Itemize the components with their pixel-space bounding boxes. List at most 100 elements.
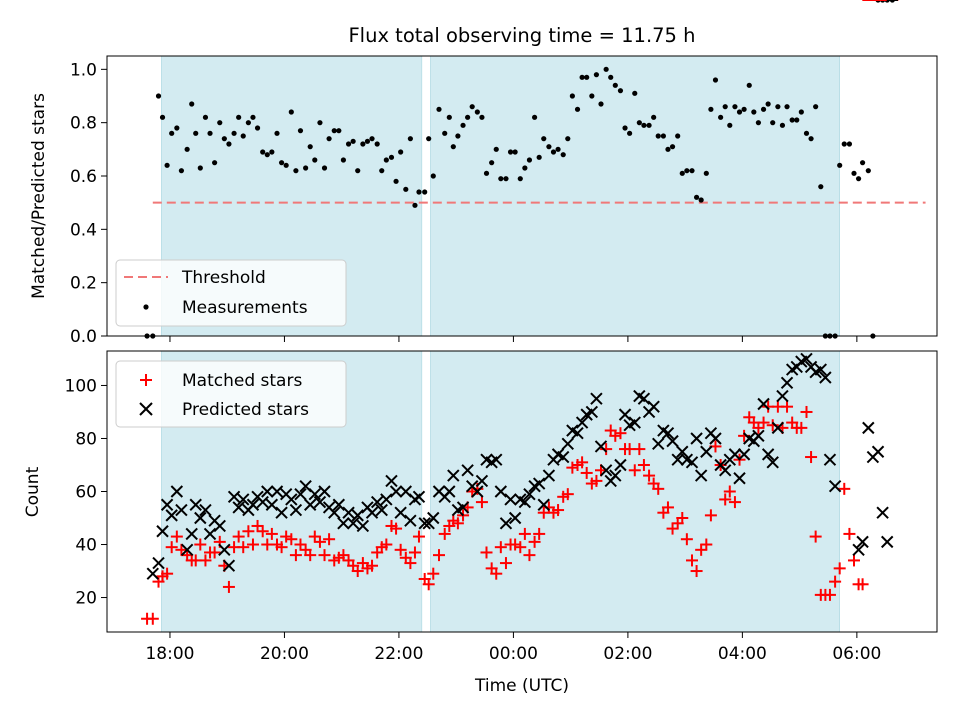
measurement-point xyxy=(336,128,342,134)
matched-star-marker xyxy=(366,559,379,572)
matched-stars-markers xyxy=(141,0,899,625)
predicted-star-marker xyxy=(175,503,188,517)
measurement-point xyxy=(193,130,199,136)
matched-star-marker xyxy=(829,575,842,588)
measurement-point xyxy=(260,149,266,155)
predicted-star-marker xyxy=(180,543,194,557)
measurement-point xyxy=(250,114,256,120)
measurement-point xyxy=(379,168,385,174)
predicted-star-marker xyxy=(676,445,689,458)
matched-star-marker xyxy=(704,509,717,522)
measurement-point xyxy=(422,189,428,195)
predicted-star-marker xyxy=(213,519,226,533)
bottom-x-tick-label: 02:00 xyxy=(603,644,652,664)
predicted-star-marker xyxy=(346,517,360,530)
measurement-point xyxy=(589,93,595,99)
measurement-point xyxy=(189,101,195,107)
predicted-star-marker xyxy=(594,440,608,453)
predicted-legend-marker xyxy=(139,402,153,416)
predicted-star-marker xyxy=(443,485,456,498)
measurement-point xyxy=(712,77,719,83)
predicted-stars-markers xyxy=(146,0,898,580)
matched-star-marker xyxy=(561,488,574,501)
predicted-star-marker xyxy=(490,453,503,466)
measurement-point xyxy=(360,141,366,147)
measurement-point xyxy=(288,109,294,115)
matched-star-marker xyxy=(499,557,512,570)
predicted-star-marker xyxy=(385,474,398,488)
predicted-star-marker xyxy=(690,432,703,445)
measurement-point xyxy=(155,93,162,99)
measurement-point xyxy=(722,104,728,110)
measurement-point xyxy=(627,130,633,136)
measurement-point xyxy=(326,136,332,142)
measurement-point xyxy=(779,122,786,128)
matched-star-marker xyxy=(809,530,822,543)
predicted-star-marker xyxy=(356,519,370,533)
predicted-star-marker xyxy=(332,498,346,511)
predicted-star-marker xyxy=(185,527,198,541)
predicted-star-marker xyxy=(876,506,889,519)
predicted-star-marker xyxy=(194,511,207,525)
predicted-star-marker xyxy=(199,503,212,517)
measurements-legend-label: Measurements xyxy=(182,298,308,318)
matched-star-marker xyxy=(265,527,278,540)
predicted-star-marker xyxy=(561,437,575,450)
predicted-star-marker xyxy=(303,498,317,511)
measurement-point xyxy=(412,202,418,208)
measurement-point xyxy=(274,130,280,136)
predicted-star-marker xyxy=(160,498,174,511)
threshold-legend-label: Threshold xyxy=(181,268,266,288)
measurement-point xyxy=(312,157,318,163)
measurement-point xyxy=(859,160,866,166)
matched-legend-label: Matched stars xyxy=(182,371,302,391)
measurements-legend-marker xyxy=(143,304,149,310)
bottom-legend: Matched stars Predicted stars xyxy=(115,360,347,428)
measurement-point xyxy=(675,133,681,139)
bottom-x-tick-label: 20:00 xyxy=(260,644,309,664)
predicted-star-marker xyxy=(557,450,570,464)
measurement-point xyxy=(736,109,743,115)
measurement-point xyxy=(565,136,571,142)
top-shaded-region xyxy=(430,55,840,337)
matched-star-marker xyxy=(633,443,646,456)
measurement-point xyxy=(350,138,356,144)
measurement-point xyxy=(426,136,432,142)
predicted-star-marker xyxy=(447,469,460,482)
measurement-point xyxy=(755,120,762,126)
measurement-point xyxy=(541,136,547,142)
measurement-point xyxy=(727,122,733,128)
matched-star-marker xyxy=(170,530,183,543)
measurement-point xyxy=(460,122,466,128)
matched-star-marker xyxy=(404,557,417,570)
matched-star-marker xyxy=(275,541,288,554)
matched-star-marker xyxy=(323,533,336,546)
measurement-point xyxy=(303,165,309,171)
measurement-point xyxy=(579,74,585,80)
measurement-point xyxy=(679,170,685,176)
measurement-point xyxy=(765,101,771,107)
top-y-ticks: 0.0 0.2 0.4 0.6 0.8 1.0 xyxy=(70,60,107,347)
matched-star-marker xyxy=(422,578,435,591)
top-axes-frame xyxy=(106,55,938,337)
predicted-star-marker xyxy=(614,458,627,472)
measurement-point xyxy=(555,146,561,152)
measurement-point xyxy=(818,184,824,190)
predicted-star-marker xyxy=(590,392,603,405)
top-shaded-regions xyxy=(161,55,840,337)
measurement-point xyxy=(226,141,232,147)
matched-star-marker xyxy=(412,530,425,543)
measurement-point xyxy=(393,178,399,184)
matched-star-marker xyxy=(494,541,507,554)
measurement-point xyxy=(775,104,781,110)
matched-star-marker xyxy=(590,474,603,487)
measurement-point xyxy=(660,133,666,139)
matched-star-marker xyxy=(552,504,565,517)
measurement-point xyxy=(837,162,843,168)
matched-star-marker xyxy=(175,543,188,556)
predicted-star-marker xyxy=(270,485,284,498)
measurement-point xyxy=(798,109,804,115)
predicted-star-marker xyxy=(661,426,675,440)
matched-star-marker xyxy=(146,612,159,625)
measurement-point xyxy=(512,149,518,155)
